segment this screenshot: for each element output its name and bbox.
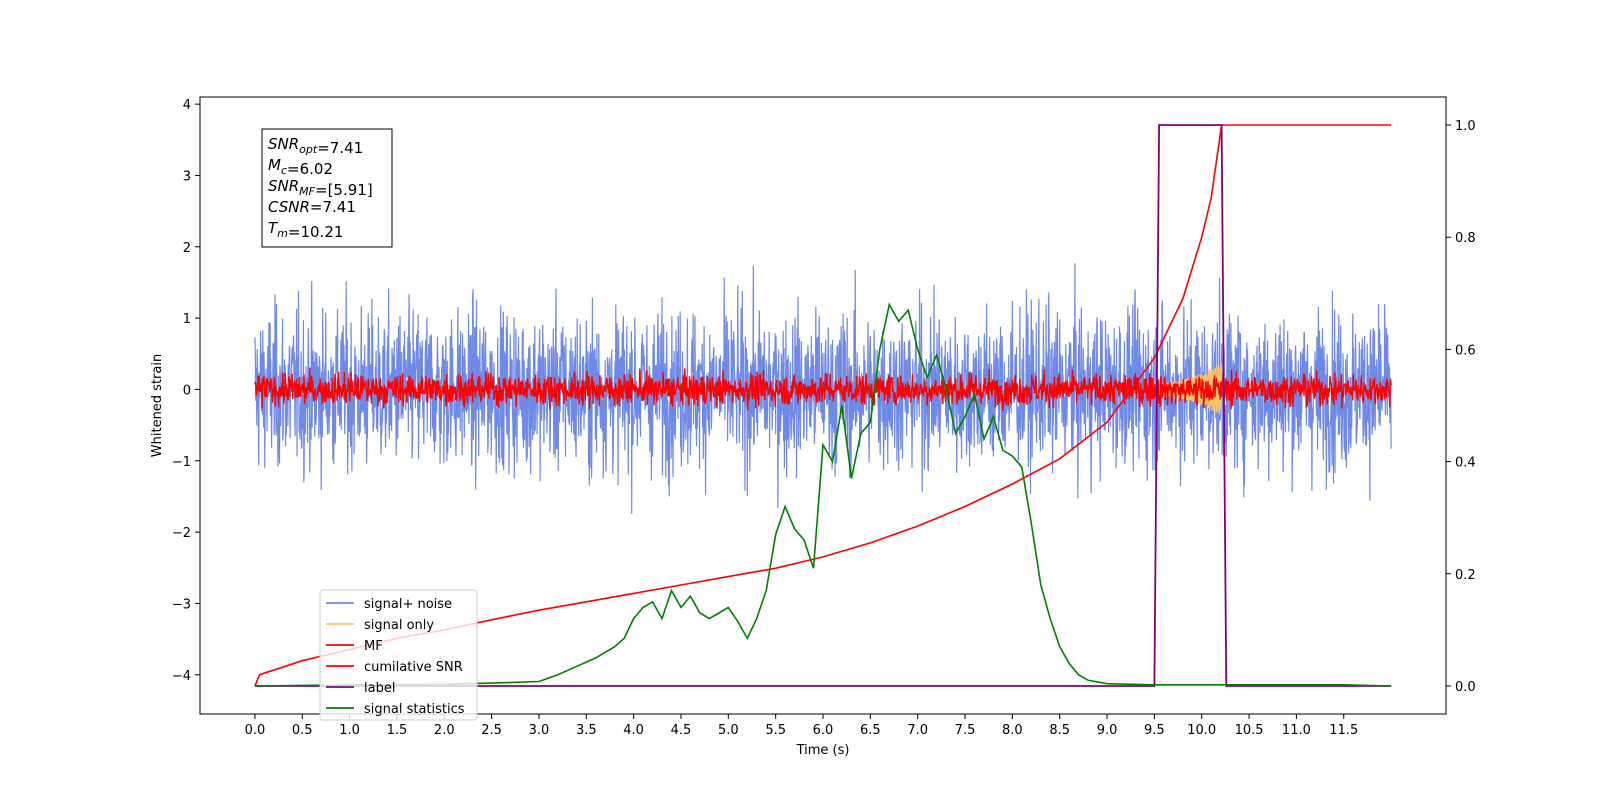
- legend-label: MF: [364, 639, 383, 654]
- y-tick-label: −1: [172, 455, 191, 470]
- info-segment: SNR: [268, 177, 299, 195]
- y-right-tick-label: 0.6: [1455, 343, 1476, 358]
- y-tick-label: 1: [183, 312, 191, 327]
- x-tick-label: 7.5: [955, 723, 976, 738]
- y-tick-label: 4: [183, 98, 191, 113]
- x-tick-label: 1.0: [339, 723, 360, 738]
- series-signal-noise: [254, 263, 1392, 514]
- x-tick-label: 9.0: [1097, 723, 1118, 738]
- info-box-frame: [261, 128, 393, 248]
- x-tick-label: 3.0: [529, 723, 550, 738]
- info-segment: M: [268, 156, 281, 174]
- info-segment: =10.21: [288, 223, 344, 241]
- info-line: SNRMF=[5.91]: [268, 177, 373, 199]
- x-tick-label: 1.5: [387, 723, 408, 738]
- series-signal-statistics: [254, 302, 1392, 687]
- x-tick-label: 2.5: [481, 723, 502, 738]
- info-line: Mc=6.02: [268, 156, 333, 178]
- legend-label: cumilative SNR: [364, 660, 463, 675]
- x-tick-label: 0.5: [292, 723, 313, 738]
- legend-label: signal only: [364, 618, 434, 633]
- x-tick-label: 8.5: [1049, 723, 1070, 738]
- y-tick-label: −3: [172, 597, 191, 612]
- y-tick-label: 2: [183, 241, 191, 256]
- y-tick-label: −4: [172, 669, 191, 684]
- info-segment: =7.41: [317, 139, 363, 157]
- info-segment: T: [268, 219, 279, 237]
- x-tick-label: 2.0: [434, 723, 455, 738]
- info-segment: m: [277, 227, 288, 240]
- y-right-tick-label: 0.2: [1455, 568, 1476, 583]
- axes-layer: 0.0 0.5 1.0 1.5 2.0 2.5 3.0 3.5 4.0 4.5 5.0 5.5 6.0 6…: [172, 98, 1476, 738]
- info-segment: SNR: [268, 135, 299, 153]
- legend-label: signal+ noise: [364, 597, 452, 612]
- x-tick-label: 5.0: [718, 723, 739, 738]
- legend: signal+ noise signal only MF cumilative SNR…: [319, 589, 478, 721]
- snr-info-box: SNRopt=7.41Mc=6.02SNRMF=[5.91]CSNR=7.41T…: [261, 128, 393, 248]
- legend-frame: [319, 589, 478, 721]
- info-segment: =[5.91]: [315, 181, 373, 199]
- x-tick-label: 7.0: [907, 723, 928, 738]
- info-segment: =7.41: [310, 198, 356, 216]
- info-line: CSNR=7.41: [268, 198, 356, 216]
- info-segment: =6.02: [287, 160, 333, 178]
- y-right-tick-label: 0.0: [1455, 680, 1476, 695]
- x-tick-label: 10.0: [1187, 723, 1216, 738]
- info-line: SNRopt=7.41: [268, 135, 363, 157]
- x-tick-label: 4.0: [623, 723, 644, 738]
- x-tick-label: 0.0: [245, 723, 266, 738]
- info-segment: MF: [299, 185, 315, 198]
- x-tick-label: 5.5: [765, 723, 786, 738]
- x-tick-label: 6.5: [860, 723, 881, 738]
- x-tick-label: 11.0: [1282, 723, 1311, 738]
- info-segment: CSNR: [268, 198, 310, 216]
- y-tick-label: 0: [183, 383, 191, 398]
- y-right-tick-label: 0.8: [1455, 231, 1476, 246]
- y-right-tick-label: 0.4: [1455, 456, 1476, 471]
- x-tick-label: 9.5: [1144, 723, 1165, 738]
- x-tick-label: 6.0: [813, 723, 834, 738]
- x-axis-title: Time (s): [796, 743, 850, 758]
- legend-label: label: [364, 681, 395, 696]
- y-axis-title: Whitened strain: [150, 354, 165, 457]
- y-right-tick-label: 1.0: [1455, 119, 1476, 134]
- x-tick-label: 8.0: [1002, 723, 1023, 738]
- y-tick-label: −2: [172, 526, 191, 541]
- x-tick-label: 4.5: [671, 723, 692, 738]
- info-segment: opt: [299, 143, 318, 156]
- legend-label: signal statistics: [364, 702, 465, 717]
- series-mf: [254, 367, 1392, 411]
- y-tick-label: 3: [183, 169, 191, 184]
- x-tick-label: 3.5: [576, 723, 597, 738]
- x-tick-label: 11.5: [1329, 723, 1358, 738]
- info-line: Tm=10.21: [268, 219, 343, 241]
- series-label: [254, 124, 1392, 687]
- info-segment: c: [281, 164, 287, 177]
- x-tick-label: 10.5: [1235, 723, 1264, 738]
